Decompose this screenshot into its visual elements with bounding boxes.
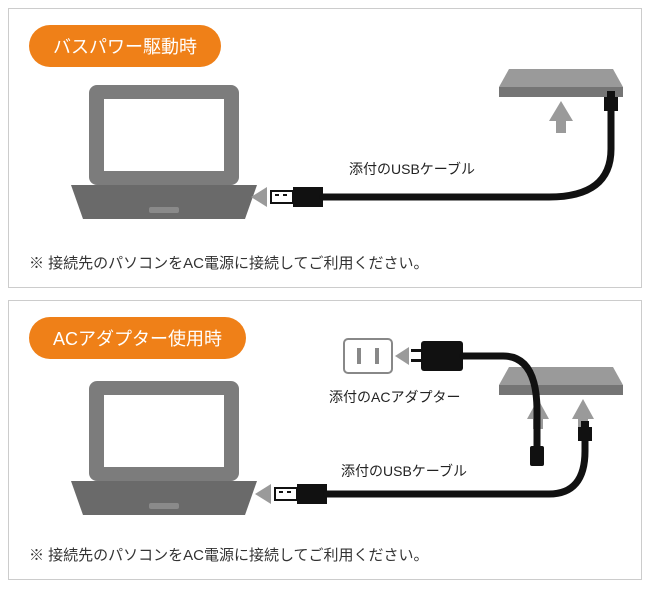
cable-end-icon <box>604 97 618 111</box>
usb-plug-icon <box>271 187 323 207</box>
laptop-icon <box>71 85 257 219</box>
ac-cable <box>463 356 537 461</box>
note-ac-adapter: ※ 接続先のパソコンをAC電源に接続してご利用ください。 <box>29 544 429 565</box>
usb-plug-icon <box>275 484 327 504</box>
arrow-into-outlet-icon <box>395 347 409 365</box>
usb-cable-end-icon <box>578 427 592 441</box>
panel-bus-power: バスパワー駆動時 <box>8 8 642 288</box>
diagram-bus-power <box>9 9 641 289</box>
cable-tip-icon <box>607 91 615 97</box>
wall-outlet-icon <box>344 339 392 373</box>
panel-ac-adapter: ACアダプター使用時 <box>8 300 642 580</box>
arrow-into-laptop-icon <box>255 484 271 504</box>
usb-cable-tip-icon <box>581 421 589 427</box>
laptop-icon <box>71 381 257 515</box>
arrow-into-device-icon <box>549 101 573 133</box>
usb-cable-label: 添付のUSBケーブル <box>349 159 475 179</box>
ac-adapter-label: 添付のACアダプター <box>329 387 460 407</box>
ac-barrel-tip-icon <box>530 439 544 466</box>
usb-cable-label: 添付のUSBケーブル <box>341 461 467 481</box>
external-device-icon <box>499 69 623 97</box>
external-device-icon <box>499 367 623 395</box>
ac-adapter-plug-icon <box>411 341 463 371</box>
diagram-ac-adapter <box>9 301 641 581</box>
note-bus-power: ※ 接続先のパソコンをAC電源に接続してご利用ください。 <box>29 252 429 273</box>
